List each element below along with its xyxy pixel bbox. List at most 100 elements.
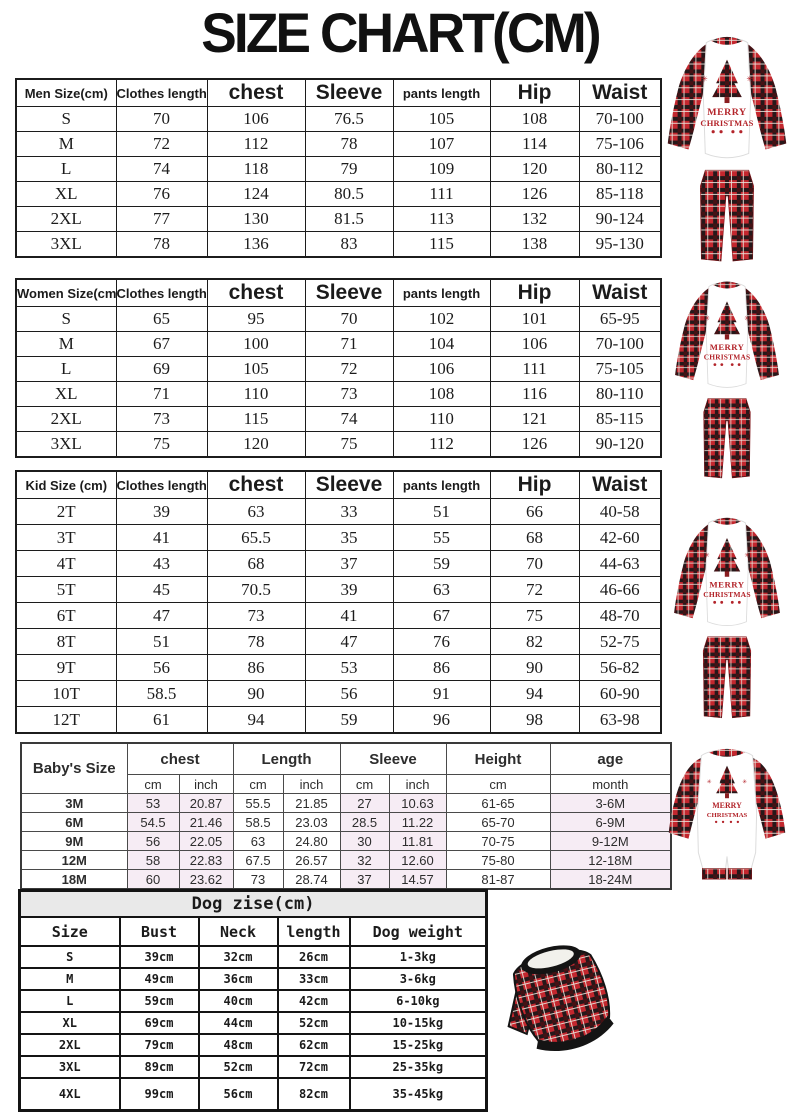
- column-header: Waist: [578, 470, 662, 499]
- value-cell: 55.5: [232, 793, 284, 813]
- column-header: Hip: [489, 278, 580, 307]
- value-cell: 65: [115, 306, 208, 332]
- value-cell: 32: [339, 850, 390, 870]
- column-header: Neck: [197, 916, 279, 947]
- value-cell: 112: [392, 431, 491, 458]
- value-cell: 45: [115, 576, 208, 603]
- size-row: 3XL 75 120 75 112 126 90-120: [15, 431, 662, 458]
- value-cell: 75-106: [578, 131, 662, 157]
- right-sleeve: [751, 757, 786, 839]
- value-cell: 54.5: [126, 812, 180, 832]
- value-cell: 35-45kg: [348, 1077, 488, 1112]
- value-cell: 70.5: [206, 576, 306, 603]
- left-ankle-cuff: [702, 868, 727, 880]
- value-cell: 116: [489, 381, 580, 407]
- value-cell: 44-63: [578, 550, 662, 577]
- value-cell: 75-80: [445, 850, 551, 870]
- value-cell: 114: [489, 131, 580, 157]
- baby-size-table-section: Baby's Size chest Length Sleeve Height age cm i…: [20, 742, 673, 890]
- baby-romper: ✳ ✳ MERRY CHRISTMAS: [668, 748, 786, 880]
- dog-shirt: [507, 945, 614, 1051]
- value-cell: 15-25kg: [348, 1033, 488, 1057]
- left-sleeve: [674, 522, 713, 619]
- value-cell: 10-15kg: [348, 1011, 488, 1035]
- value-cell: 111: [489, 356, 580, 382]
- value-cell: 20.87: [178, 793, 234, 813]
- header-row: Size Bust Neck length Dog weight: [18, 916, 488, 947]
- size-label-cell: 9M: [20, 831, 128, 851]
- value-cell: 73: [232, 869, 284, 890]
- left-sleeve: [667, 41, 711, 150]
- size-row: M 49cm 36cm 33cm 3-6kg: [18, 967, 488, 991]
- size-row: M 72 112 78 107 114 75-106: [15, 131, 662, 157]
- value-cell: 35: [304, 524, 394, 551]
- baby-size-table: Baby's Size chest Length Sleeve Height age cm i…: [20, 742, 673, 890]
- value-cell: 63: [206, 498, 306, 525]
- value-cell: 79: [304, 156, 394, 182]
- value-cell: 100: [206, 331, 306, 357]
- value-cell: 108: [392, 381, 491, 407]
- value-cell: 75: [115, 431, 208, 458]
- value-cell: 61-65: [445, 793, 551, 813]
- size-row: 3XL 78 136 83 115 138 95-130: [15, 231, 662, 258]
- snowflake-icon: ✳: [744, 550, 750, 559]
- size-row: 3M 53 20.87 55.5 21.85 27 10.63 61-65 3-6M: [20, 793, 672, 813]
- collar: [709, 748, 745, 757]
- value-cell: 85-115: [578, 406, 662, 432]
- unit-header-row: cm inch cm inch cm inch cm month: [21, 774, 672, 794]
- value-cell: 51: [115, 628, 208, 655]
- size-label-cell: 4XL: [18, 1077, 121, 1112]
- value-cell: 70: [489, 550, 580, 577]
- column-header: Dog weight: [348, 916, 488, 947]
- tree-trunk: [725, 793, 729, 799]
- value-cell: 56: [126, 831, 180, 851]
- value-cell: 70: [115, 106, 208, 132]
- value-cell: 6-10kg: [348, 989, 488, 1013]
- column-header: Clothes length: [115, 278, 208, 307]
- value-cell: 83: [304, 231, 394, 258]
- value-cell: 56: [304, 680, 394, 707]
- value-cell: 24.80: [282, 831, 341, 851]
- value-cell: 21.85: [282, 793, 341, 813]
- group-header: chest: [126, 742, 234, 775]
- size-label-cell: 3XL: [18, 1055, 121, 1079]
- unit-header: cm: [445, 774, 551, 794]
- value-cell: 95-130: [578, 231, 662, 258]
- value-cell: 118: [206, 156, 306, 182]
- value-cell: 90-124: [578, 206, 662, 232]
- kid-size-table-section: Kid Size (cm) Clothes length chest Sleeve pa…: [15, 470, 662, 734]
- value-cell: 78: [206, 628, 306, 655]
- value-cell: 23.62: [178, 869, 234, 890]
- value-cell: 66: [489, 498, 580, 525]
- size-row: 2XL 77 130 81.5 113 132 90-124: [15, 206, 662, 232]
- size-label-cell: 6T: [15, 602, 117, 629]
- value-cell: 48cm: [197, 1033, 279, 1057]
- women-size-table: Women Size(cm) Clothes length chest Sleeve p…: [15, 278, 662, 458]
- pajama-top: ✳ ✳ MERRY CHRISTMAS: [674, 517, 780, 627]
- value-cell: 121: [489, 406, 580, 432]
- value-cell: 55: [392, 524, 491, 551]
- column-header: Waist: [578, 278, 662, 307]
- size-label-cell: 12T: [15, 706, 117, 734]
- value-cell: 58.5: [115, 680, 208, 707]
- size-label-cell: 8T: [15, 628, 117, 655]
- value-cell: 65-95: [578, 306, 662, 332]
- unit-header: cm: [126, 774, 180, 794]
- value-cell: 75-105: [578, 356, 662, 382]
- value-cell: 46-66: [578, 576, 662, 603]
- value-cell: 48-70: [578, 602, 662, 629]
- unit-header: inch: [178, 774, 234, 794]
- value-cell: 78: [304, 131, 394, 157]
- size-row: S 65 95 70 102 101 65-95: [15, 306, 662, 332]
- value-cell: 90-120: [578, 431, 662, 458]
- tree-trunk: [724, 97, 730, 104]
- column-header: pants length: [392, 470, 491, 499]
- value-cell: 22.05: [178, 831, 234, 851]
- value-cell: 68: [489, 524, 580, 551]
- value-cell: 79cm: [118, 1033, 200, 1057]
- title-row: Dog zise(cm): [18, 889, 488, 918]
- value-cell: 11.22: [388, 812, 447, 832]
- value-cell: 96: [392, 706, 491, 734]
- value-cell: 99cm: [118, 1077, 200, 1112]
- size-label-cell: 3XL: [15, 431, 117, 458]
